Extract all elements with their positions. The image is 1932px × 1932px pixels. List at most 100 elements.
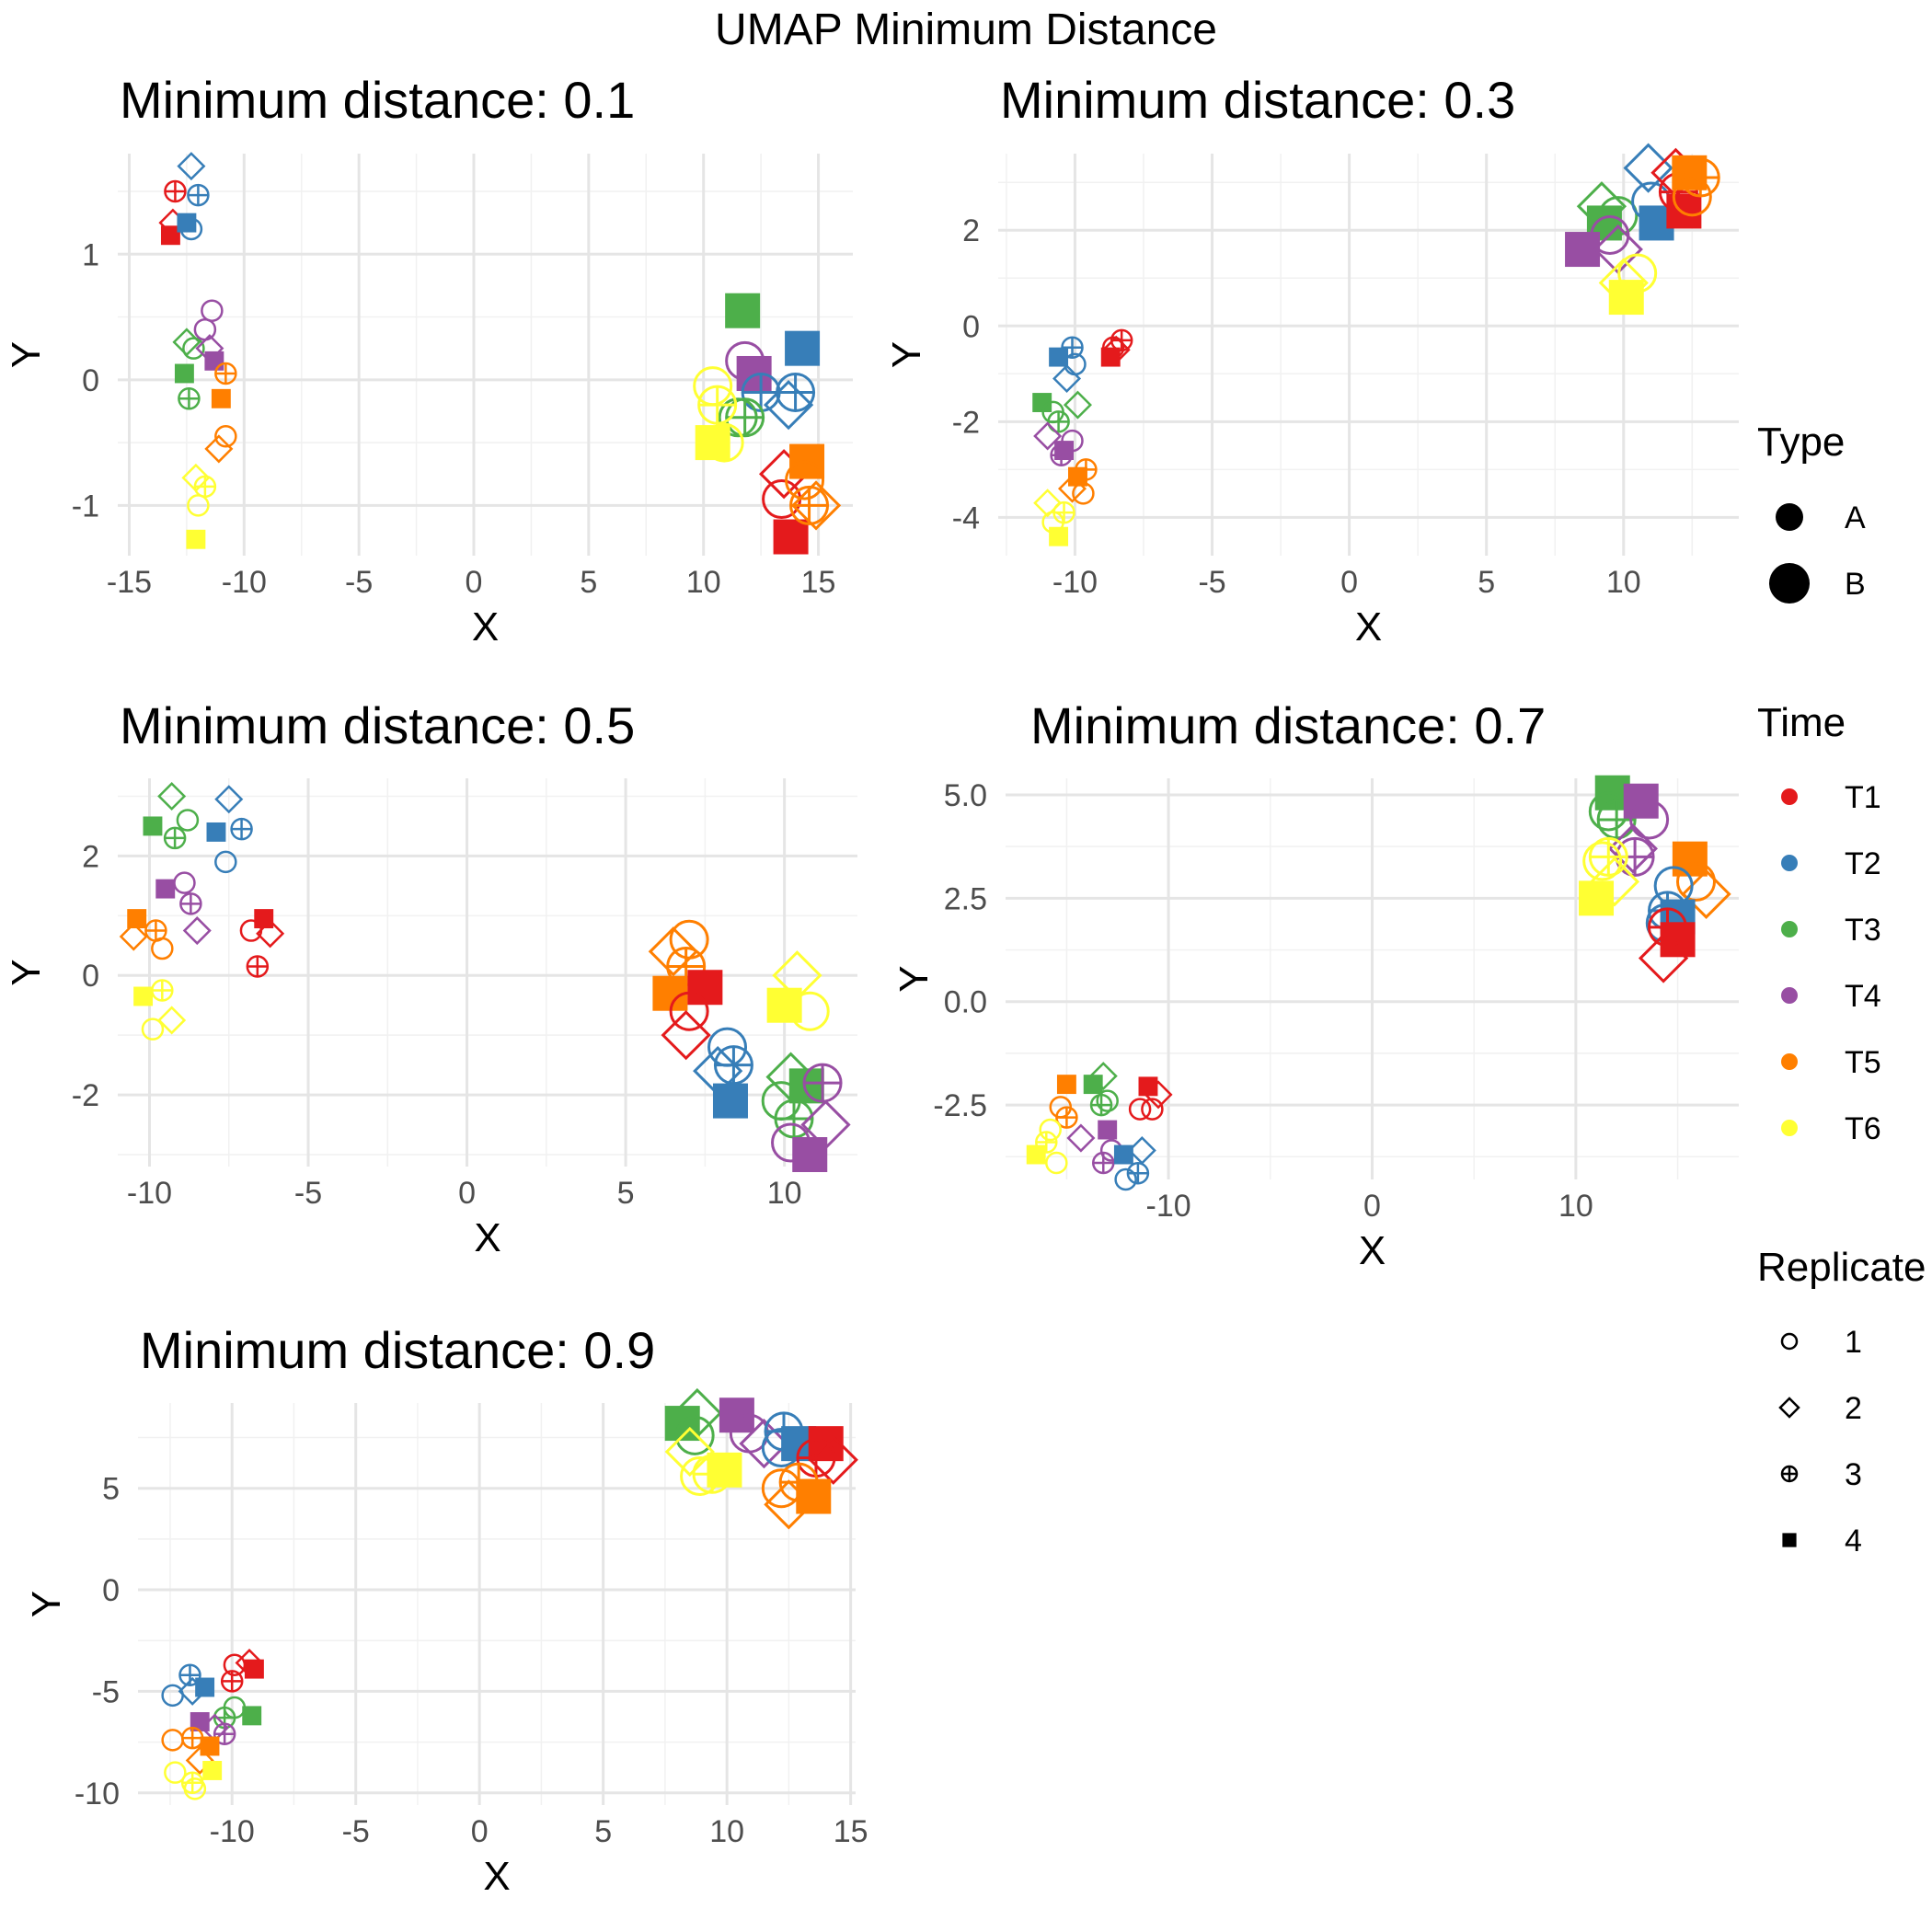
legend-label: 1 xyxy=(1845,1325,1862,1360)
data-point xyxy=(187,494,210,517)
y-tick-label: 2.5 xyxy=(944,881,987,916)
data-point xyxy=(1088,1062,1118,1091)
data-point xyxy=(155,879,176,899)
data-point xyxy=(180,1726,204,1750)
data-point xyxy=(160,225,180,246)
data-point xyxy=(161,1684,184,1708)
legend-label: T1 xyxy=(1845,780,1881,815)
x-tick-label: 0 xyxy=(458,1176,476,1211)
data-point xyxy=(119,922,148,951)
data-point xyxy=(1068,466,1087,487)
y-tick-label: -10 xyxy=(75,1777,120,1811)
x-tick-label: 5 xyxy=(617,1176,635,1211)
legend-title-type: Type xyxy=(1757,420,1845,465)
x-tick-label: 0 xyxy=(1340,565,1358,600)
data-point xyxy=(187,183,210,207)
data-point xyxy=(785,460,825,500)
legend-label: T4 xyxy=(1845,979,1881,1014)
legend-key-replicate-1 xyxy=(1780,1332,1799,1351)
legend-key-time-T1 xyxy=(1781,788,1798,805)
y-tick-label: -2.5 xyxy=(933,1088,987,1123)
data-point xyxy=(1072,482,1095,505)
data-point xyxy=(1057,474,1087,503)
x-tick-label: 0 xyxy=(466,565,483,600)
data-point xyxy=(1045,1151,1068,1175)
x-tick-label: -5 xyxy=(342,1814,370,1849)
data-point xyxy=(177,152,206,181)
data-point xyxy=(796,1438,836,1478)
data-point xyxy=(1672,177,1712,217)
x-tick-label: 5 xyxy=(580,565,597,600)
data-point xyxy=(664,1426,715,1478)
data-points xyxy=(119,781,851,1173)
data-point xyxy=(1098,1120,1118,1140)
x-tick-label: 15 xyxy=(801,565,836,600)
y-tick-label: 0 xyxy=(102,1573,120,1608)
data-point xyxy=(213,1722,236,1746)
panel-title: Minimum distance: 0.9 xyxy=(140,1321,655,1379)
x-tick-label: -10 xyxy=(210,1814,255,1849)
panel-title: Minimum distance: 0.5 xyxy=(120,696,635,754)
y-tick-label: 0 xyxy=(82,363,99,398)
y-tick-label: -2 xyxy=(952,405,980,440)
data-point xyxy=(201,299,224,322)
data-point xyxy=(1049,347,1069,367)
x-tick-label: -10 xyxy=(1052,565,1098,600)
panel-5: Minimum distance: 0.9 -10 -5 0 5 10 15 -10 -5 0 5 X… xyxy=(24,1321,868,1899)
data-point xyxy=(725,397,765,438)
data-point xyxy=(214,850,237,874)
legend-key-replicate-3 xyxy=(1780,1465,1799,1483)
data-point xyxy=(1672,841,1708,877)
data-point xyxy=(1579,880,1615,916)
data-point xyxy=(186,529,206,549)
data-point xyxy=(1608,280,1644,316)
data-points xyxy=(158,152,842,555)
data-point xyxy=(1047,410,1070,433)
data-point xyxy=(1676,861,1717,902)
data-point xyxy=(1092,1151,1115,1175)
legend-key-time-T4 xyxy=(1781,987,1798,1004)
legend-label: B xyxy=(1845,567,1866,602)
data-point xyxy=(762,479,802,520)
legend-label: A xyxy=(1845,500,1866,535)
data-point xyxy=(242,1706,262,1726)
data-point xyxy=(773,519,809,555)
panel-4: Minimum distance: 0.7 -10 0 10 -2.5 0.0 2.5 5.0… xyxy=(891,696,1739,1273)
legend-label: T5 xyxy=(1845,1045,1881,1080)
data-point xyxy=(1596,799,1637,840)
data-point xyxy=(211,388,231,408)
x-tick-label: 10 xyxy=(767,1176,802,1211)
legend-key-replicate-2 xyxy=(1778,1397,1800,1419)
x-tick-label: -5 xyxy=(1198,565,1225,600)
y-axis-title: Y xyxy=(4,959,49,985)
data-point xyxy=(785,330,821,366)
data-point xyxy=(1100,347,1121,367)
data-point xyxy=(127,909,147,929)
data-point xyxy=(1141,1098,1164,1121)
data-point xyxy=(182,916,212,946)
data-point xyxy=(163,826,187,850)
y-tick-label: 2 xyxy=(962,213,980,248)
data-point xyxy=(151,937,174,960)
data-point xyxy=(1590,214,1630,255)
legend-label: 3 xyxy=(1845,1457,1862,1492)
x-tick-label: 0 xyxy=(471,1814,489,1849)
data-point xyxy=(141,1018,165,1041)
data-point xyxy=(157,781,187,811)
panels: Minimum distance: 0.1-15 -10 -5 0 5 10 15-101X… xyxy=(4,71,1739,1899)
x-tick-label: 10 xyxy=(709,1814,744,1849)
x-tick-label: 5 xyxy=(594,1814,612,1849)
data-point xyxy=(220,1670,244,1693)
data-point xyxy=(164,179,187,203)
y-tick-label: -1 xyxy=(72,489,99,523)
x-axis-title: X xyxy=(1359,1228,1386,1273)
data-point xyxy=(763,380,814,431)
data-point xyxy=(796,1478,832,1514)
data-point xyxy=(1589,857,1640,907)
x-tick-label: -10 xyxy=(127,1176,172,1211)
data-point xyxy=(648,926,698,977)
data-point xyxy=(712,1083,748,1119)
data-point xyxy=(790,480,842,531)
y-tick-label: 0 xyxy=(82,959,99,994)
